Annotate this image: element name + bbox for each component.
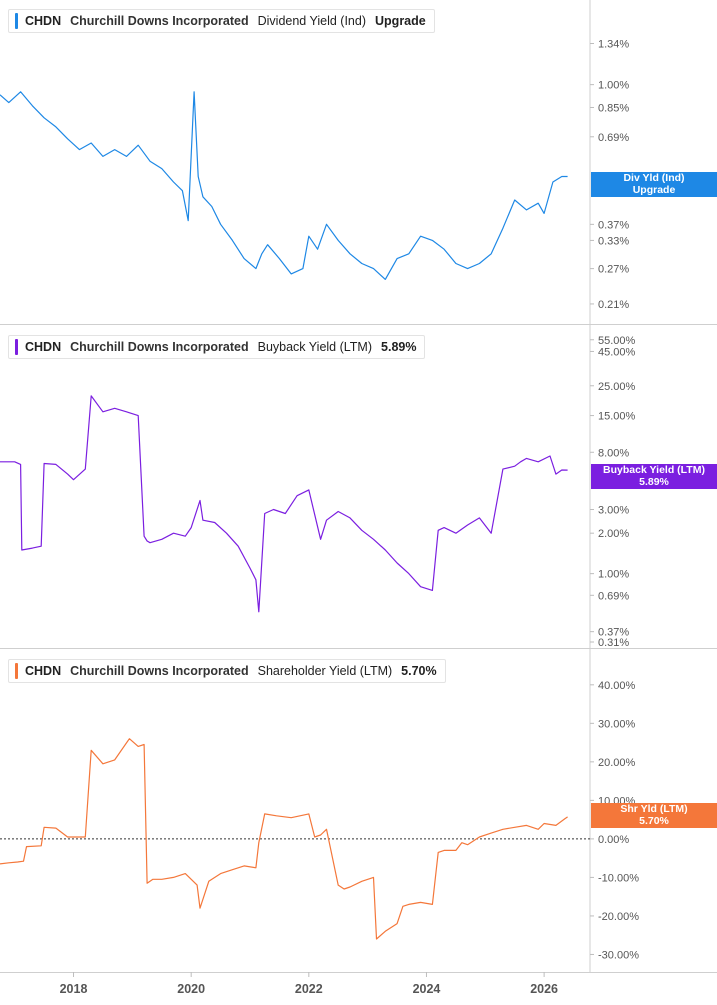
legend-metric: Dividend Yield (Ind): [257, 14, 367, 28]
y-tick-label: 3.00%: [598, 505, 629, 517]
y-tick-label: -20.00%: [598, 911, 639, 923]
y-tick-label: 0.21%: [598, 299, 629, 311]
badge-shareholder-yield: Shr Yld (LTM) 5.70%: [591, 803, 717, 828]
series-line: [0, 395, 568, 613]
x-tick-label: 2018: [60, 982, 88, 996]
y-tick-label: 25.00%: [598, 381, 636, 393]
y-tick-label: 0.27%: [598, 264, 629, 276]
y-tick-label: 15.00%: [598, 411, 636, 423]
legend-ticker: CHDN: [25, 14, 62, 28]
x-tick-label: 2020: [177, 982, 205, 996]
x-tick-label: 2024: [413, 982, 441, 996]
badge-line2: 5.70%: [639, 814, 669, 827]
x-tick-label: 2026: [530, 982, 558, 996]
legend-value: 5.89%: [381, 340, 417, 354]
legend-value: 5.70%: [401, 664, 437, 678]
series-line: [0, 91, 568, 280]
legend-company: Churchill Downs Incorporated: [70, 340, 249, 354]
legend-company: Churchill Downs Incorporated: [70, 664, 249, 678]
x-tick-label: 2022: [295, 982, 323, 996]
y-tick-label: 45.00%: [598, 346, 636, 358]
y-tick-label: 1.00%: [598, 80, 629, 92]
y-tick-label: 0.37%: [598, 627, 629, 639]
y-tick-label: 0.00%: [598, 834, 629, 846]
badge-buyback-yield: Buyback Yield (LTM) 5.89%: [591, 464, 717, 489]
y-tick-label: 1.00%: [598, 569, 629, 581]
y-tick-label: 8.00%: [598, 447, 629, 459]
badge-line1: Buyback Yield (LTM): [603, 464, 705, 476]
legend-shareholder-yield: CHDN Churchill Downs Incorporated Shareh…: [8, 659, 446, 683]
y-tick-label: 0.85%: [598, 102, 629, 114]
y-tick-label: 0.69%: [598, 590, 629, 602]
legend-company: Churchill Downs Incorporated: [70, 14, 249, 28]
badge-line1: Shr Yld (LTM): [620, 803, 688, 815]
y-tick-label: -10.00%: [598, 872, 639, 884]
legend-swatch: [15, 663, 18, 679]
y-tick-label: 1.34%: [598, 39, 629, 51]
y-tick-label: 20.00%: [598, 757, 636, 769]
y-tick-label: 0.69%: [598, 132, 629, 144]
y-tick-label: 30.00%: [598, 718, 636, 730]
badge-line2: Upgrade: [632, 183, 676, 196]
y-tick-label: -30.00%: [598, 949, 639, 961]
badge-dividend-yield: Div Yld (Ind) Upgrade: [591, 172, 717, 197]
y-tick-label: 0.33%: [598, 235, 629, 247]
legend-metric: Shareholder Yield (LTM): [257, 664, 393, 678]
y-tick-label: 0.37%: [598, 219, 629, 231]
legend-buyback-yield: CHDN Churchill Downs Incorporated Buybac…: [8, 335, 426, 359]
legend-metric: Buyback Yield (LTM): [257, 340, 373, 354]
legend-swatch: [15, 13, 18, 29]
series-line: [0, 738, 568, 940]
legend-value[interactable]: Upgrade: [375, 14, 426, 28]
legend-ticker: CHDN: [25, 340, 62, 354]
badge-line1: Div Yld (Ind): [623, 172, 685, 184]
legend-swatch: [15, 339, 18, 355]
legend-ticker: CHDN: [25, 664, 62, 678]
y-tick-label: 0.31%: [598, 637, 629, 649]
badge-line2: 5.89%: [639, 475, 669, 488]
y-tick-label: 40.00%: [598, 680, 636, 692]
legend-dividend-yield: CHDN Churchill Downs Incorporated Divide…: [8, 9, 435, 33]
y-tick-label: 55.00%: [598, 335, 636, 347]
y-tick-label: 2.00%: [598, 528, 629, 540]
